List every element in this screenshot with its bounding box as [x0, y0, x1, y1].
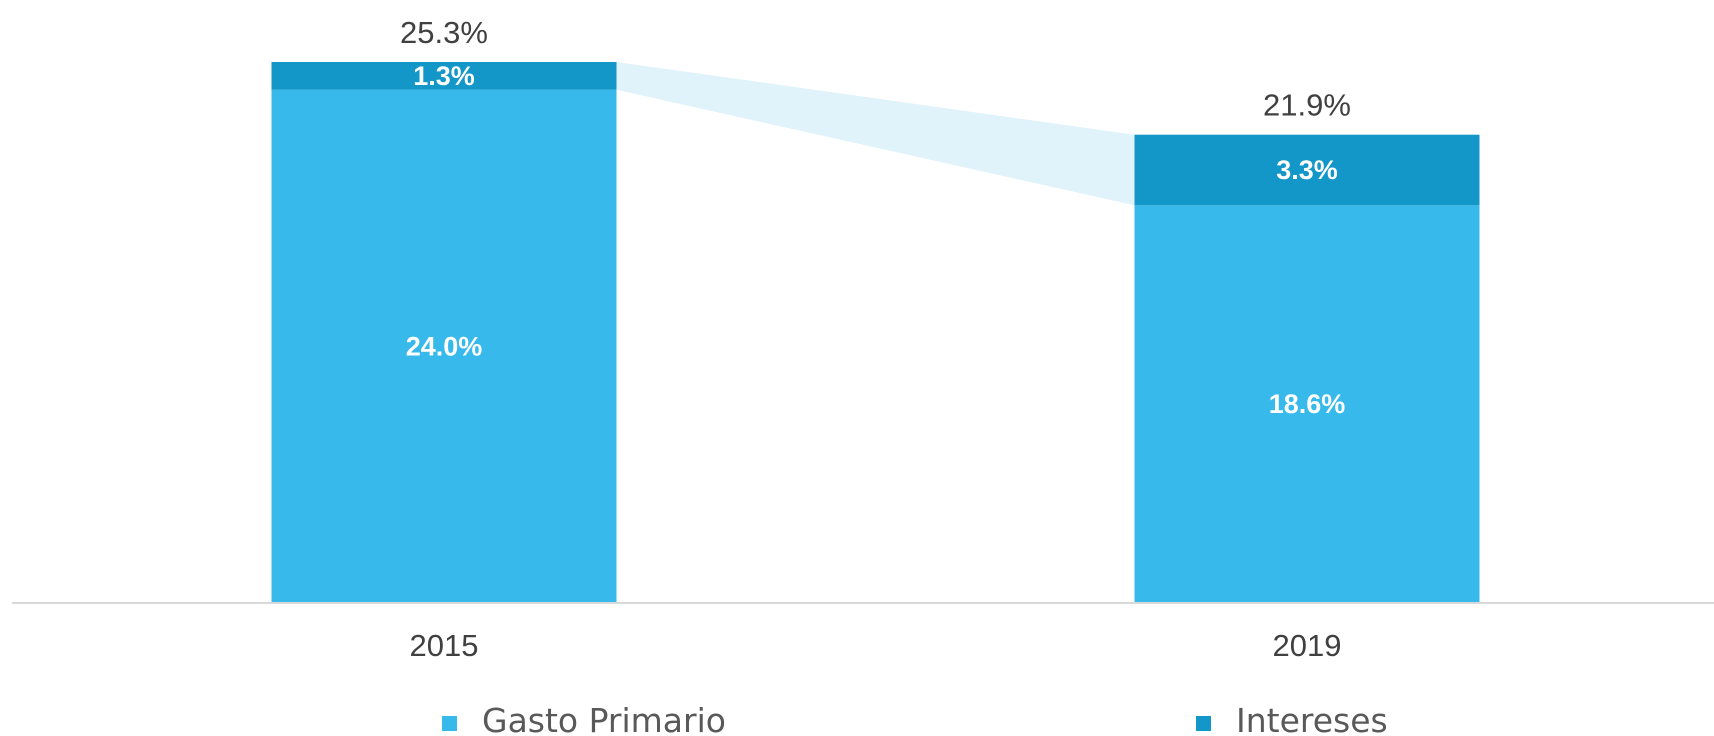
- data-label: 18.6%: [1269, 389, 1346, 419]
- bars-layer: [271, 62, 1480, 604]
- total-label: 25.3%: [400, 15, 488, 50]
- labels-layer: 24.0% 1.3% 25.3% 2015 18.6% 3.3% 21.9% 2019: [400, 15, 1351, 663]
- bar-segment-gasto-primario-2019: [1134, 205, 1480, 603]
- connector-layer: [616, 62, 1135, 206]
- legend: Gasto Primario Intereses: [442, 701, 1388, 736]
- x-tick-label: 2019: [1273, 628, 1342, 663]
- data-label: 1.3%: [413, 61, 475, 91]
- bar-segment-gasto-primario-2015: [271, 89, 617, 604]
- legend-label: Intereses: [1236, 701, 1388, 736]
- bar-segment-intereses-2019: [1134, 134, 1480, 206]
- legend-swatch: [1196, 716, 1211, 731]
- bar-segment-intereses-2015: [271, 62, 617, 90]
- x-tick-label: 2015: [410, 628, 479, 663]
- data-label: 3.3%: [1276, 155, 1338, 185]
- legend-label: Gasto Primario: [482, 701, 726, 736]
- legend-swatch: [442, 716, 457, 731]
- total-label: 21.9%: [1263, 88, 1351, 123]
- connector-band: [616, 62, 1135, 206]
- data-label: 24.0%: [406, 331, 483, 361]
